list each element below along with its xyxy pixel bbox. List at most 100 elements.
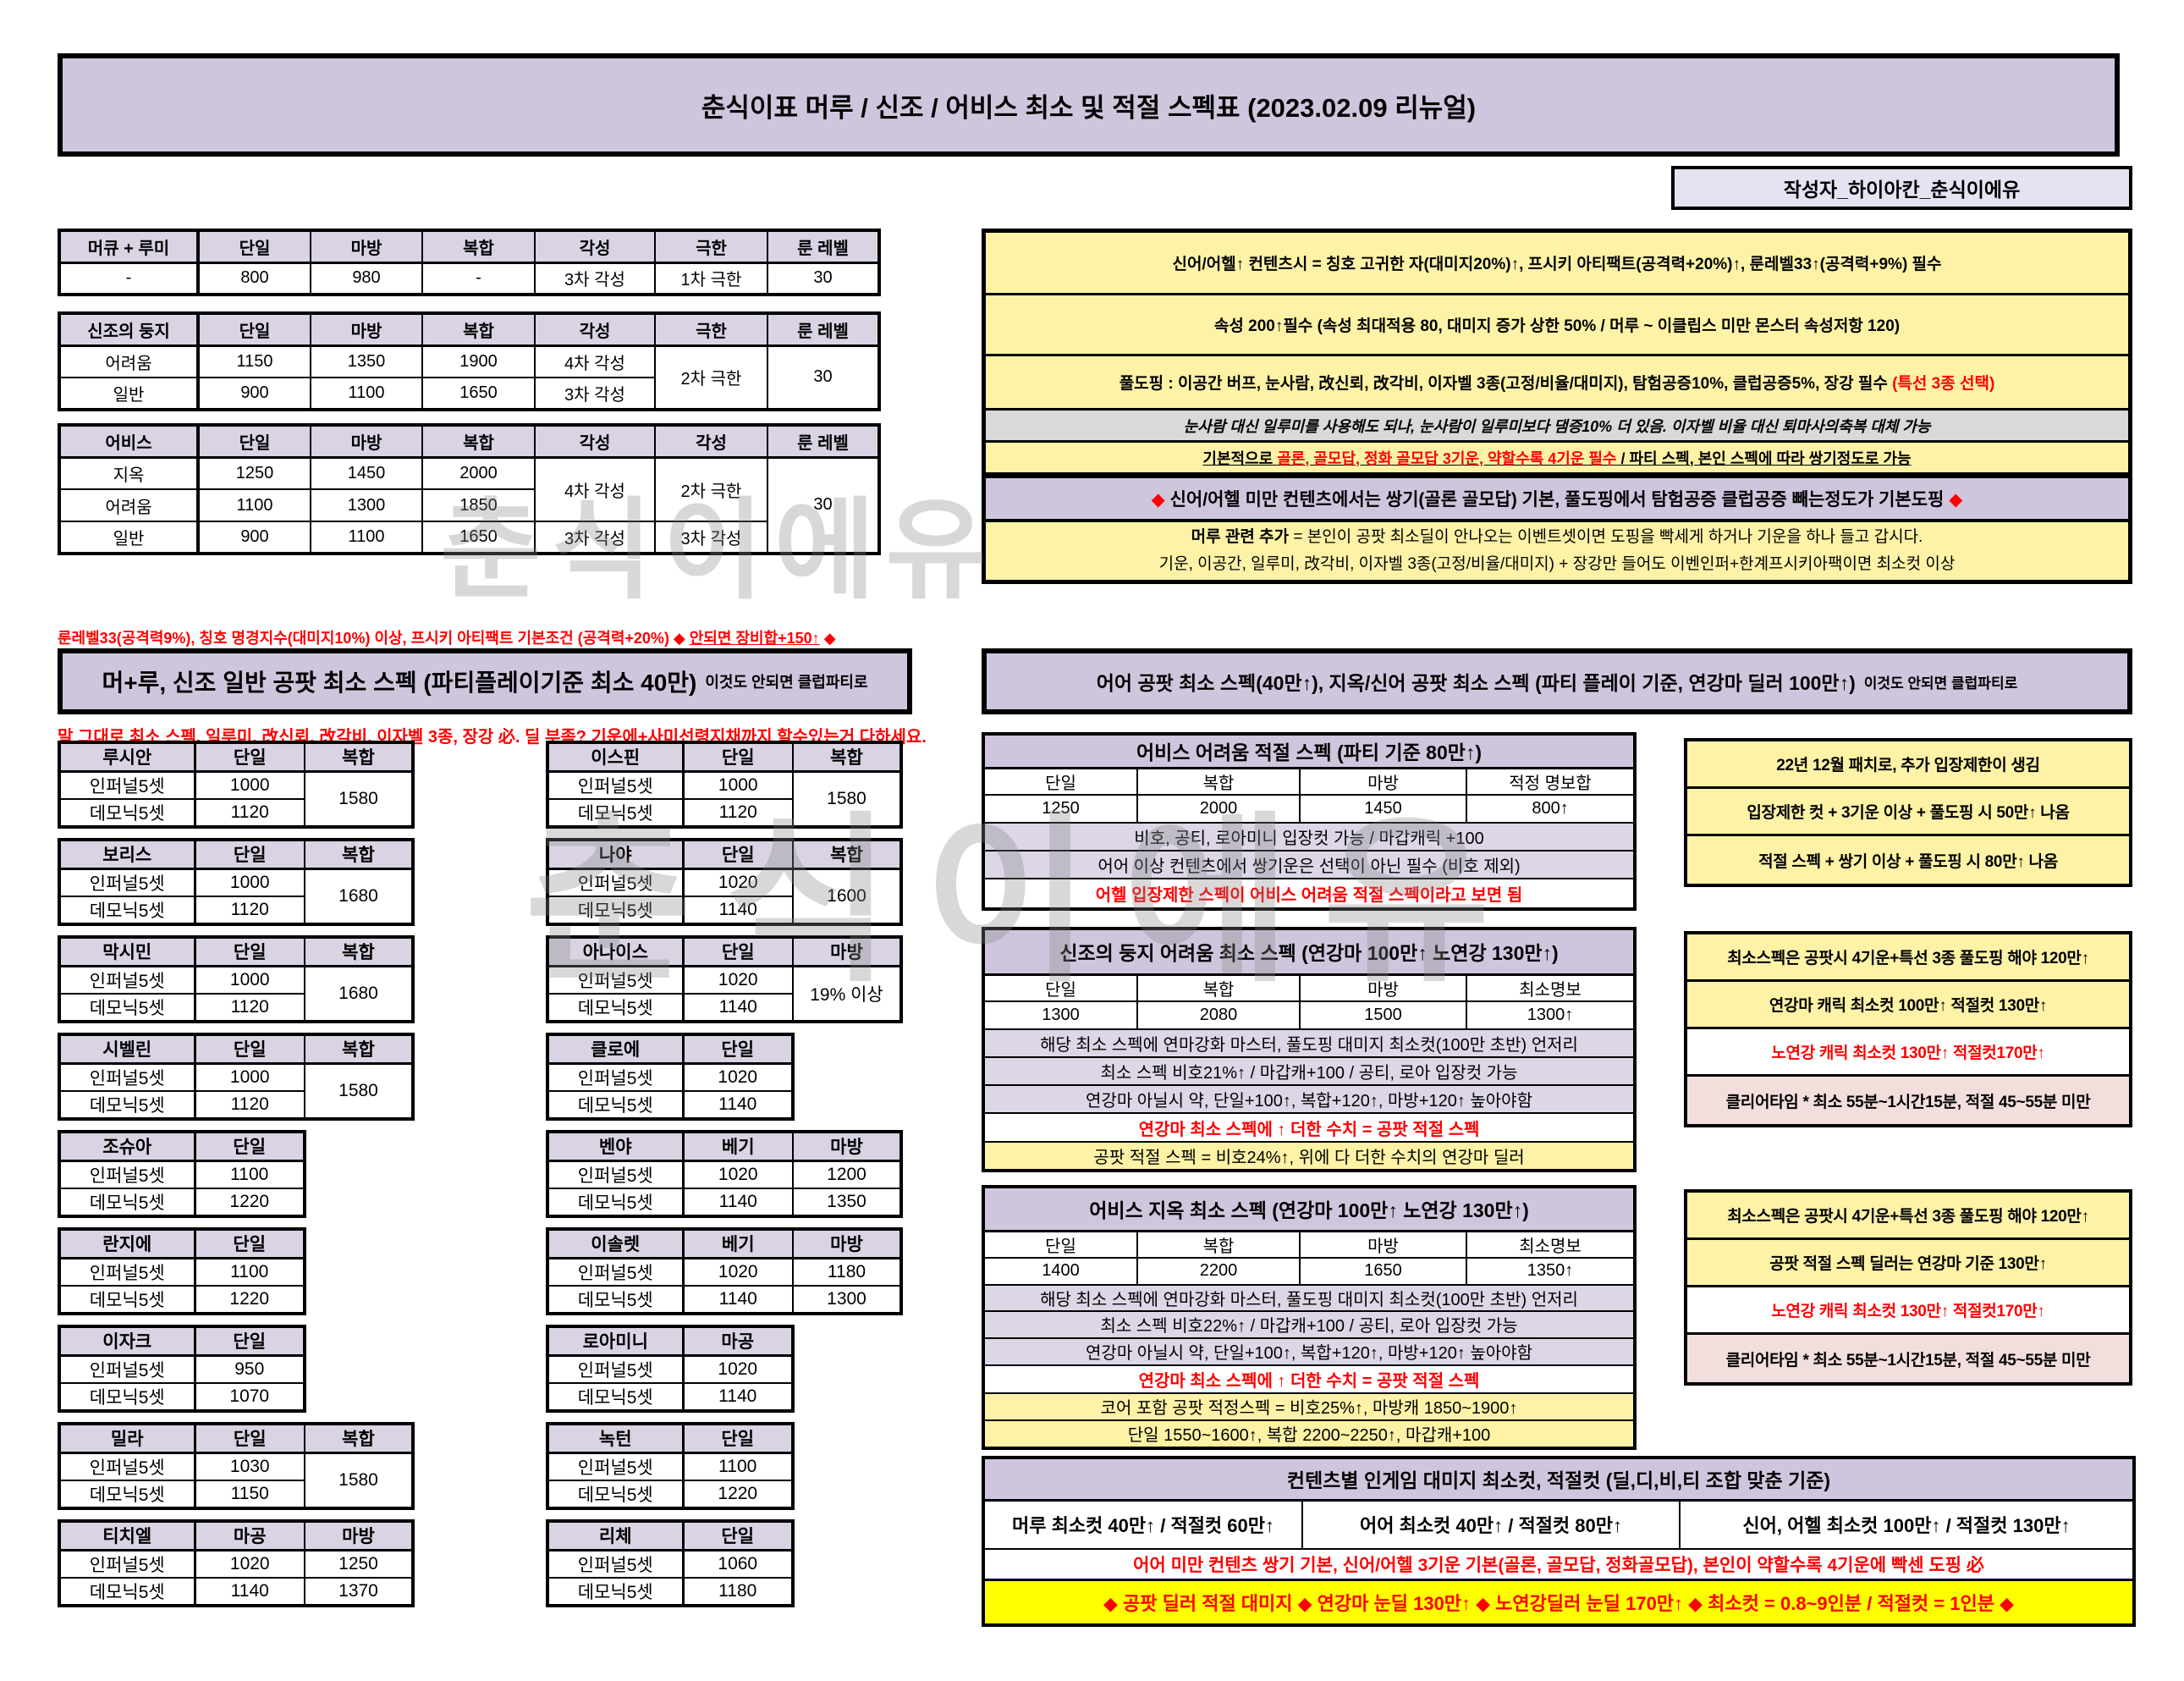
value-cell: 1300	[982, 1000, 1138, 1030]
set-label: 데모닉5셋	[547, 1382, 685, 1412]
spec-table-nest-hard-min: 신조의 둥지 어려움 최소 스펙 (연강마 100만↑ 노연강 130만↑) 단…	[982, 927, 1637, 1172]
side-note: 적절 스펙 + 쌍기 이상 + 풀도핑 시 80만↑ 나옴	[1687, 836, 2129, 884]
row-label: -	[58, 262, 200, 295]
info-text: 풀도핑 : 이공간 버프, 눈사람, 改신뢰, 改각비, 이자벨 3종(고정/비…	[1119, 375, 1995, 393]
value-cell: 800↑	[1465, 794, 1637, 824]
set-label: 인퍼널5셋	[58, 1549, 196, 1579]
set-label: 인퍼널5셋	[547, 770, 685, 800]
side-note: 공팟 적절 스펙 딜러는 연강마 기준 130만↑	[1687, 1240, 2129, 1287]
side-box-abyss-hard: 22년 12월 패치로, 추가 입장제한이 생김 입장제한 컷 + 3기운 이상…	[1684, 738, 2132, 887]
section-title: 머+루, 신조 일반 공팟 최소 스펙 (파티플레이기준 최소 40만)	[102, 670, 697, 696]
value-cell: 1140	[682, 896, 794, 925]
merged-value-cell: 1600	[792, 868, 902, 925]
set-label: 인퍼널5셋	[547, 1549, 685, 1579]
col-header: 복합	[421, 424, 536, 459]
left-red-note: 룬레벨33(공격력9%), 칭호 명경지수(대미지10%) 이상, 프시키 아티…	[58, 630, 836, 647]
col-header: 복합	[304, 839, 414, 870]
col-header: 단일	[682, 1033, 794, 1065]
char-name: 루시안	[58, 741, 196, 773]
set-label: 데모닉5셋	[58, 798, 196, 828]
col-header: 마방	[792, 1131, 902, 1162]
value-cell: 1300	[310, 488, 423, 522]
char-name: 밀라	[58, 1423, 196, 1454]
note-row-red: 어헬 입장제한 스펙이 어비스 어려움 적절 스펙이라고 보면 됨	[982, 878, 1637, 910]
value-cell: 1300	[792, 1285, 902, 1314]
char-name: 보리스	[58, 839, 196, 870]
note-row-red: 연강마 최소 스펙에 ↑ 더한 수치 = 공팟 적절 스펙	[982, 1364, 1637, 1394]
value-cell: 1100	[682, 1452, 794, 1481]
value-cell: 1060	[682, 1549, 794, 1579]
value-cell: 1250	[197, 456, 311, 490]
value-cell: 980	[310, 262, 423, 295]
col-header: 복합	[792, 741, 902, 773]
value-cell: 1140	[194, 1577, 305, 1607]
value-cell: 1500	[1299, 1000, 1467, 1030]
note-row: 연강마 아닐시 약, 단일+100↑, 복합+120↑, 마방+120↑ 높아야…	[982, 1084, 1637, 1114]
info-text: 머루 관련 추가 = 본인이 공팟 최소딜이 안나오는 이벤트셋이면 도핑을 빡…	[1191, 527, 1923, 546]
col-header: 마방	[1299, 767, 1467, 796]
value-cell: 1150	[197, 344, 311, 378]
value-cell: 2200	[1136, 1256, 1301, 1286]
value-cell: 1250	[304, 1549, 414, 1579]
value-cell: 1020	[682, 1354, 794, 1384]
value-cell: 3차 각성	[534, 377, 656, 411]
col-header: 단일	[194, 1326, 305, 1357]
info-row: 속성 200↑필수 (속성 최대적용 80, 대미지 증가 상한 50% / 머…	[986, 295, 2128, 356]
char-name: 란지에	[58, 1228, 196, 1259]
set-label: 데모닉5셋	[547, 1285, 685, 1314]
char-name: 조슈아	[58, 1131, 196, 1162]
col-header: 각성	[534, 424, 656, 459]
value-cell: 950	[194, 1354, 305, 1384]
value-cell: 1120	[194, 993, 305, 1022]
info-box: 신어/어헬↑ 컨텐츠시 = 칭호 고귀한 자(대미지20%)↑, 프시키 아티팩…	[982, 229, 2132, 584]
side-box-abyss-hell: 최소스펙은 공팟시 4기운+특선 3종 풀도핑 해야 120만↑ 공팟 적절 스…	[1684, 1189, 2132, 1386]
char-name: 막시민	[58, 936, 196, 967]
note-row: 최소 스펙 비호21%↑ / 마갑캐+100 / 공티, 로아 입장컷 가능	[982, 1056, 1637, 1086]
info-row: 기본적으로 골론, 골모답, 정화 골모답 3기운, 약할수록 4기운 필수 /…	[986, 443, 2128, 475]
value-cell: 1120	[194, 896, 305, 925]
value-cell: 3차 각성	[534, 262, 656, 295]
value-cell: 3차 각성	[654, 521, 768, 554]
cut-cell-abyss: 어어 최소컷 40만↑ / 적절컷 80만↑	[1301, 1499, 1681, 1550]
table-title: 머큐 + 루미	[58, 229, 200, 264]
value-cell: 1140	[682, 1188, 794, 1217]
side-note-pink: 클리어타임 * 최소 55분~1시간15분, 적절 45~55분 미만	[1687, 1335, 2129, 1382]
char-name: 티치엘	[58, 1520, 196, 1551]
char-table-ranzie: 란지에 단일 인퍼널5셋 1100 데모닉5셋 1220	[58, 1227, 306, 1315]
value-cell: 1140	[682, 1090, 794, 1120]
cut-cell-god: 신어, 어헬 최소컷 100만↑ / 적절컷 130만↑	[1679, 1499, 2135, 1550]
note-row-red: 어어 미만 컨텐츠 쌍기 기본, 신어/어헬 3기운 기본(골론, 골모답, 정…	[982, 1548, 2135, 1580]
value-cell: 1150	[194, 1480, 305, 1509]
value-cell: 1030	[194, 1452, 305, 1481]
value-cell: 3차 각성	[534, 521, 656, 554]
char-table-sibelin: 시벨린 단일 복합 인퍼널5셋 1000 1580 데모닉5셋 1120	[58, 1033, 415, 1121]
set-label: 데모닉5셋	[58, 1577, 196, 1607]
value-cell: 1000	[194, 770, 305, 800]
char-name: 나야	[547, 839, 685, 870]
dungeon-table-mercu-lumi: 머큐 + 루미 단일 마방 복합 각성 극한 룬 레벨 - 800 980 - …	[58, 229, 881, 296]
note-row-bright-yellow: ◆ 공팟 딜러 적절 대미지 ◆ 연강마 눈딜 130만↑ ◆ 노연강딜러 눈딜…	[982, 1578, 2135, 1626]
info-text: 속성 200↑필수 (속성 최대적용 80, 대미지 증가 상한 50% / 머…	[1213, 317, 1901, 335]
value-cell: 1900	[421, 344, 536, 378]
note-row: 어어 이상 컨텐츠에서 쌍기운은 선택이 아닌 필수 (비호 제외)	[982, 850, 1637, 879]
value-cell: 1350	[792, 1188, 902, 1217]
value-cell: 800	[197, 262, 311, 295]
row-label: 어려움	[58, 488, 200, 522]
value-cell: 900	[197, 377, 311, 411]
set-label: 인퍼널5셋	[547, 1257, 685, 1287]
side-note-pink: 클리어타임 * 최소 55분~1시간15분, 적절 45~55분 미만	[1687, 1077, 2129, 1124]
side-note: 22년 12월 패치로, 추가 입장제한이 생김	[1687, 741, 2129, 789]
char-table-liche: 리체 단일 인퍼널5셋 1060 데모닉5셋 1180	[546, 1519, 795, 1607]
section-subtitle: 이것도 안되면 클럽파티로	[1863, 675, 2018, 692]
col-header: 단일	[194, 1033, 305, 1065]
col-header: 단일	[682, 1423, 794, 1454]
author-badge: 작성자_하이아칸_춘식이에유	[1671, 166, 2132, 210]
note-row-yellow: 단일 1550~1600↑, 복합 2200~2250↑, 마갑캐+100	[982, 1419, 1637, 1449]
col-header: 마방	[310, 312, 423, 347]
col-header: 단일	[982, 973, 1138, 1002]
value-cell: 1350↑	[1465, 1256, 1637, 1286]
col-header: 복합	[304, 741, 414, 773]
col-header: 단일	[197, 312, 311, 347]
char-table-chloe: 클로에 단일 인퍼널5셋 1020 데모닉5셋 1140	[546, 1033, 795, 1121]
value-cell: 1220	[194, 1188, 305, 1217]
